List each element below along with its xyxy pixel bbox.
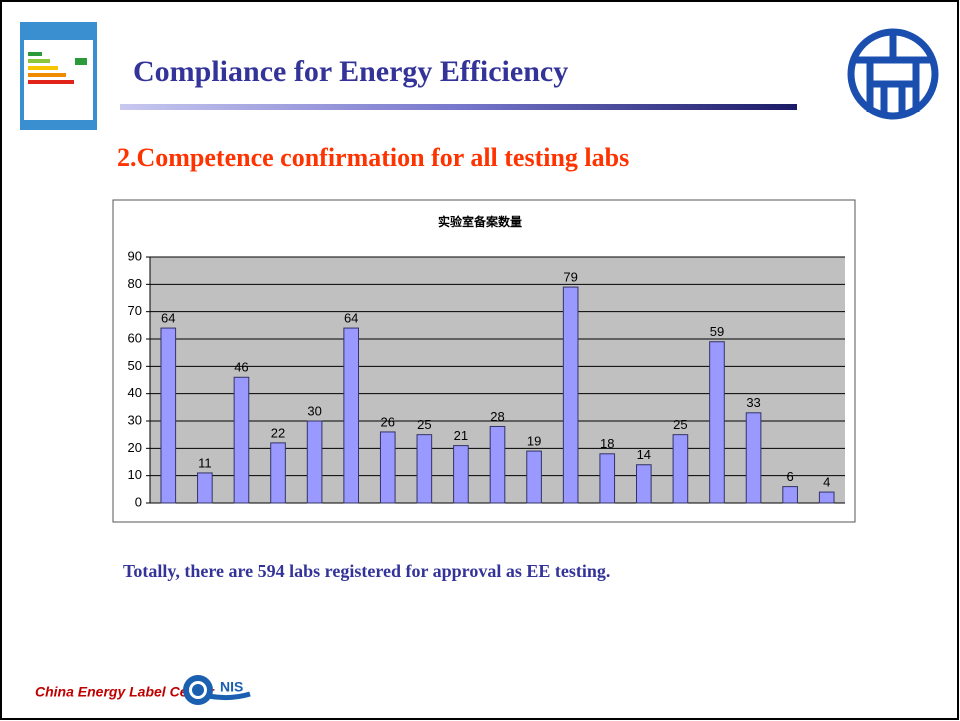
slide-subtitle: 2.Competence confirmation for all testin… [117,143,629,172]
data-label: 19 [527,434,541,449]
title-underline [120,104,797,110]
data-label: 28 [490,409,504,424]
y-tick-label: 50 [128,358,142,373]
data-label: 26 [381,414,395,429]
bar [562,286,579,504]
bar [379,431,396,504]
bar [197,472,213,504]
data-label: 46 [234,360,248,375]
bar [818,491,835,504]
slide-note: Totally, there are 594 labs registered f… [123,561,610,581]
y-tick-label: 10 [128,467,142,482]
y-tick-label: 70 [128,303,142,318]
bar [343,327,359,504]
bar [745,412,762,504]
data-label: 64 [161,311,175,326]
y-tick-label: 30 [128,412,142,427]
bar [306,420,323,504]
data-label: 64 [344,311,358,326]
bar [416,434,433,504]
bar [709,341,725,504]
data-label: 14 [637,447,651,462]
bar [453,445,469,504]
bar [599,453,616,504]
bar [160,327,177,504]
bar [233,376,250,504]
bar [526,450,542,504]
data-label: 11 [198,455,212,470]
energy-label-icon [20,22,97,130]
data-label: 22 [271,425,285,440]
y-tick-label: 20 [128,440,142,455]
data-label: 18 [600,436,614,451]
bar [636,464,652,504]
cnis-logo: NIS [183,675,251,705]
data-label: 79 [563,270,577,285]
footer-text: China Energy Label Center, [35,684,217,700]
slide-title: Compliance for Energy Efficiency [133,55,568,88]
y-tick-label: 60 [128,330,142,345]
svg-text:NIS: NIS [220,679,243,695]
bar [782,486,798,504]
data-label: 25 [417,417,431,432]
bar [672,434,689,504]
y-tick-label: 80 [128,276,142,291]
institute-logo [847,28,939,120]
data-label: 21 [454,428,468,443]
y-tick-label: 40 [128,385,142,400]
data-label: 25 [673,417,687,432]
data-label: 6 [787,469,794,484]
bar [489,425,506,504]
data-label: 30 [307,403,321,418]
data-label: 33 [746,395,760,410]
data-label: 4 [823,475,830,490]
y-tick-label: 0 [135,494,142,509]
y-tick-label: 90 [128,248,142,263]
bar [270,442,286,504]
chart-title: 实验室备案数量 [438,214,522,229]
data-label: 59 [710,324,724,339]
